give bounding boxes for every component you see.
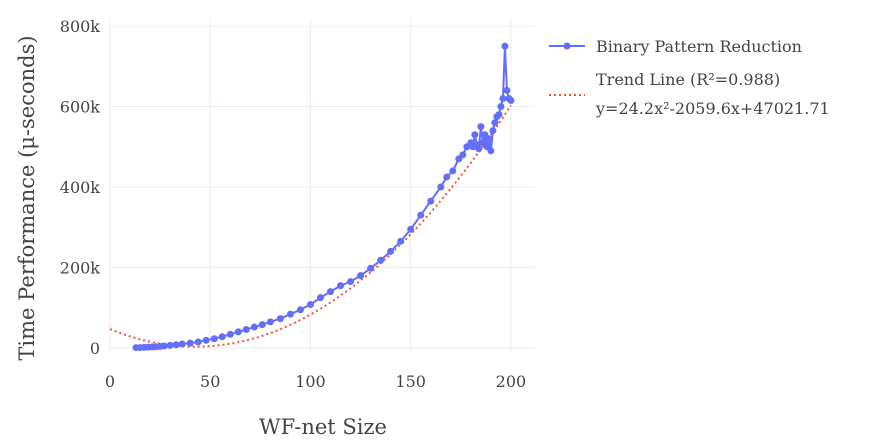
y-tick-label: 0 [90, 339, 100, 358]
data-point [337, 282, 345, 290]
data-point [449, 167, 457, 175]
legend-trend-equation: y=24.2x²-2059.6x+47021.71 [595, 99, 830, 118]
series-line [136, 46, 512, 349]
x-tick-label: 150 [395, 372, 426, 391]
data-point [377, 256, 385, 264]
data-point [202, 336, 210, 344]
legend-series-label: Binary Pattern Reduction [596, 37, 802, 56]
data-point [296, 306, 304, 314]
data-point [491, 119, 499, 127]
data-point [316, 294, 324, 302]
y-tick-label: 400k [60, 178, 101, 197]
data-point [471, 131, 479, 139]
data-point [495, 111, 503, 119]
data-point [489, 127, 497, 135]
data-point [501, 42, 509, 50]
data-point [499, 94, 507, 102]
data-point [172, 341, 180, 349]
data-point [397, 237, 405, 245]
data-point [487, 147, 495, 155]
data-point [485, 135, 493, 143]
data-point [459, 151, 467, 159]
data-point [477, 123, 485, 131]
data-point [286, 310, 294, 318]
legend-item-series[interactable]: Binary Pattern Reduction [549, 37, 802, 56]
data-point [210, 335, 218, 343]
data-point [475, 145, 483, 153]
data-point [387, 247, 395, 255]
data-point [437, 183, 445, 191]
data-point [306, 301, 314, 309]
data-point [443, 173, 451, 181]
y-tick-label: 800k [60, 17, 101, 36]
data-series [132, 42, 515, 352]
data-point [166, 341, 174, 349]
legend-item-trend[interactable]: Trend Line (R²=0.988) y=24.2x²-2059.6x+4… [549, 70, 830, 118]
data-point [507, 96, 515, 104]
y-tick-label: 200k [60, 258, 101, 277]
x-tick-label: 50 [200, 372, 220, 391]
data-point [178, 340, 186, 348]
data-point [160, 342, 168, 350]
y-axis-title: Time Performance (μ-seconds) [15, 35, 39, 360]
data-point [234, 328, 242, 336]
x-axis-title: WF-net Size [259, 415, 387, 439]
data-point [357, 272, 365, 280]
data-point [226, 330, 234, 338]
data-point [497, 103, 505, 111]
x-tick-label: 100 [295, 372, 326, 391]
data-point [242, 325, 250, 333]
x-tick-label: 0 [105, 372, 115, 391]
data-point [258, 321, 266, 329]
axis-ticks: 0 50 100 150 200 0 200k 400k 600k 800k [60, 17, 526, 391]
data-point [427, 197, 435, 205]
legend-trend-label: Trend Line (R²=0.988) [596, 70, 780, 89]
data-point [407, 225, 415, 233]
data-point [266, 318, 274, 326]
legend-series-marker [563, 42, 571, 50]
data-point [194, 338, 202, 346]
legend: Binary Pattern Reduction Trend Line (R²=… [549, 37, 830, 118]
data-point [250, 323, 258, 331]
data-point [367, 264, 375, 272]
data-point [503, 86, 511, 94]
data-point [186, 339, 194, 347]
data-point [327, 288, 335, 296]
grid [109, 18, 535, 352]
y-tick-label: 600k [60, 98, 101, 117]
data-point [218, 333, 226, 341]
data-point [347, 278, 355, 286]
x-tick-label: 200 [496, 372, 527, 391]
data-point [417, 211, 425, 219]
data-point [276, 315, 284, 323]
